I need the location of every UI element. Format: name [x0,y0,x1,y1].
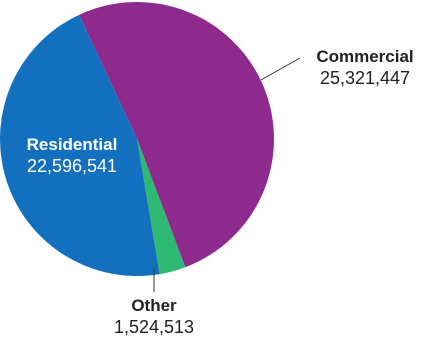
label-commercial-name: Commercial [316,47,413,66]
pie-slice-residential [0,14,160,276]
pie-slice-other [137,139,186,275]
label-residential-name: Residential [27,135,118,154]
pie-slice-commercial [79,2,274,268]
label-other-value: 1,524,513 [114,317,194,337]
label-other-name: Other [131,296,177,315]
leader-line-commercial [260,57,301,81]
label-residential-value: 22,596,541 [27,156,117,176]
pie-slices [0,2,274,276]
label-commercial-value: 25,321,447 [320,68,410,88]
leader-lines [153,57,301,292]
